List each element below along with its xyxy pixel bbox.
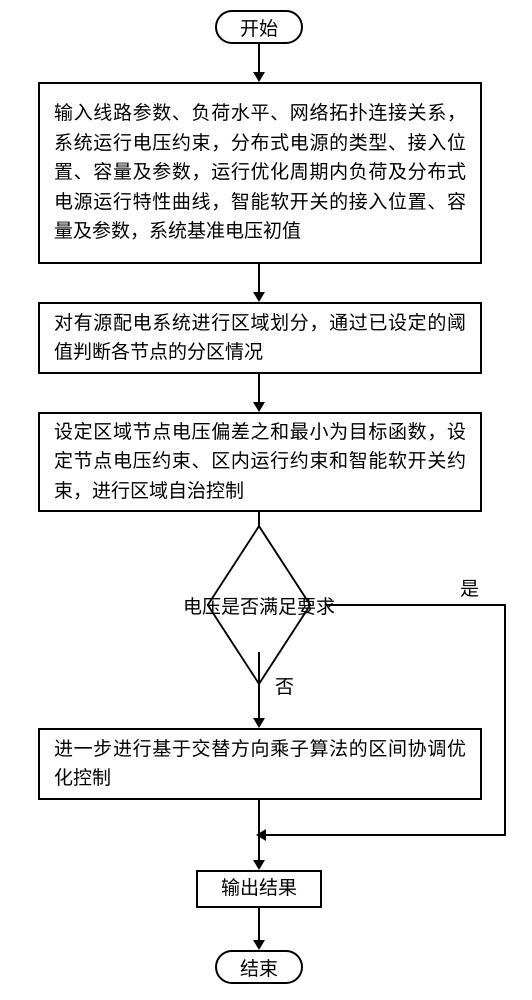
process-output: 输出结果 [196,870,322,908]
arrow-yes-v [504,604,506,834]
arrow-output-end [258,908,260,942]
box2-text: 对有源配电系统进行区域划分，通过已设定的阈值判断各节点的分区情况 [54,309,466,368]
arrow-start-box1 [258,44,260,74]
box5-text: 输出结果 [221,874,297,903]
arrow-decision-box4 [258,652,260,720]
arrow-yes-h2 [259,834,506,836]
arrow-box1-box2 [258,264,260,294]
terminator-start: 开始 [215,10,303,44]
label-yes: 是 [460,574,479,601]
start-label: 开始 [240,14,278,41]
arrowhead-box1-box2 [253,292,265,302]
arrowhead-decision-box4 [253,718,265,728]
arrow-box4-merge [258,800,260,862]
arrow-box2-box3 [258,374,260,404]
decision-voltage-ok: 电压是否满足要求 [212,558,306,652]
process-objective-constraints: 设定区域节点电压偏差之和最小为目标函数，设定节点电压约束、区内运行约束和智能软开… [38,412,482,512]
flowchart-canvas: 开始 输入线路参数、负荷水平、网络拓扑连接关系，系统运行电压约束，分布式电源的类… [0,0,532,1000]
terminator-end: 结束 [215,950,303,984]
process-partition: 对有源配电系统进行区域划分，通过已设定的阈值判断各节点的分区情况 [38,302,482,374]
arrowhead-box2-box3 [253,402,265,412]
label-no: 否 [275,672,294,699]
decision-label: 电压是否满足要求 [178,558,340,652]
arrowhead-to-output [253,860,265,870]
process-input-params: 输入线路参数、负荷水平、网络拓扑连接关系，系统运行电压约束，分布式电源的类型、接… [38,82,482,264]
process-admm-coordination: 进一步进行基于交替方向乘子算法的区间协调优化控制 [38,728,482,800]
arrow-yes-h1 [326,604,506,606]
box3-text: 设定区域节点电压偏差之和最小为目标函数，设定节点电压约束、区内运行约束和智能软开… [54,418,466,506]
box4-text: 进一步进行基于交替方向乘子算法的区间协调优化控制 [54,735,466,794]
arrowhead-start-box1 [253,72,265,82]
box1-text: 输入线路参数、负荷水平、网络拓扑连接关系，系统运行电压约束，分布式电源的类型、接… [54,99,466,246]
end-label: 结束 [240,954,278,981]
arrowhead-output-end [253,940,265,950]
